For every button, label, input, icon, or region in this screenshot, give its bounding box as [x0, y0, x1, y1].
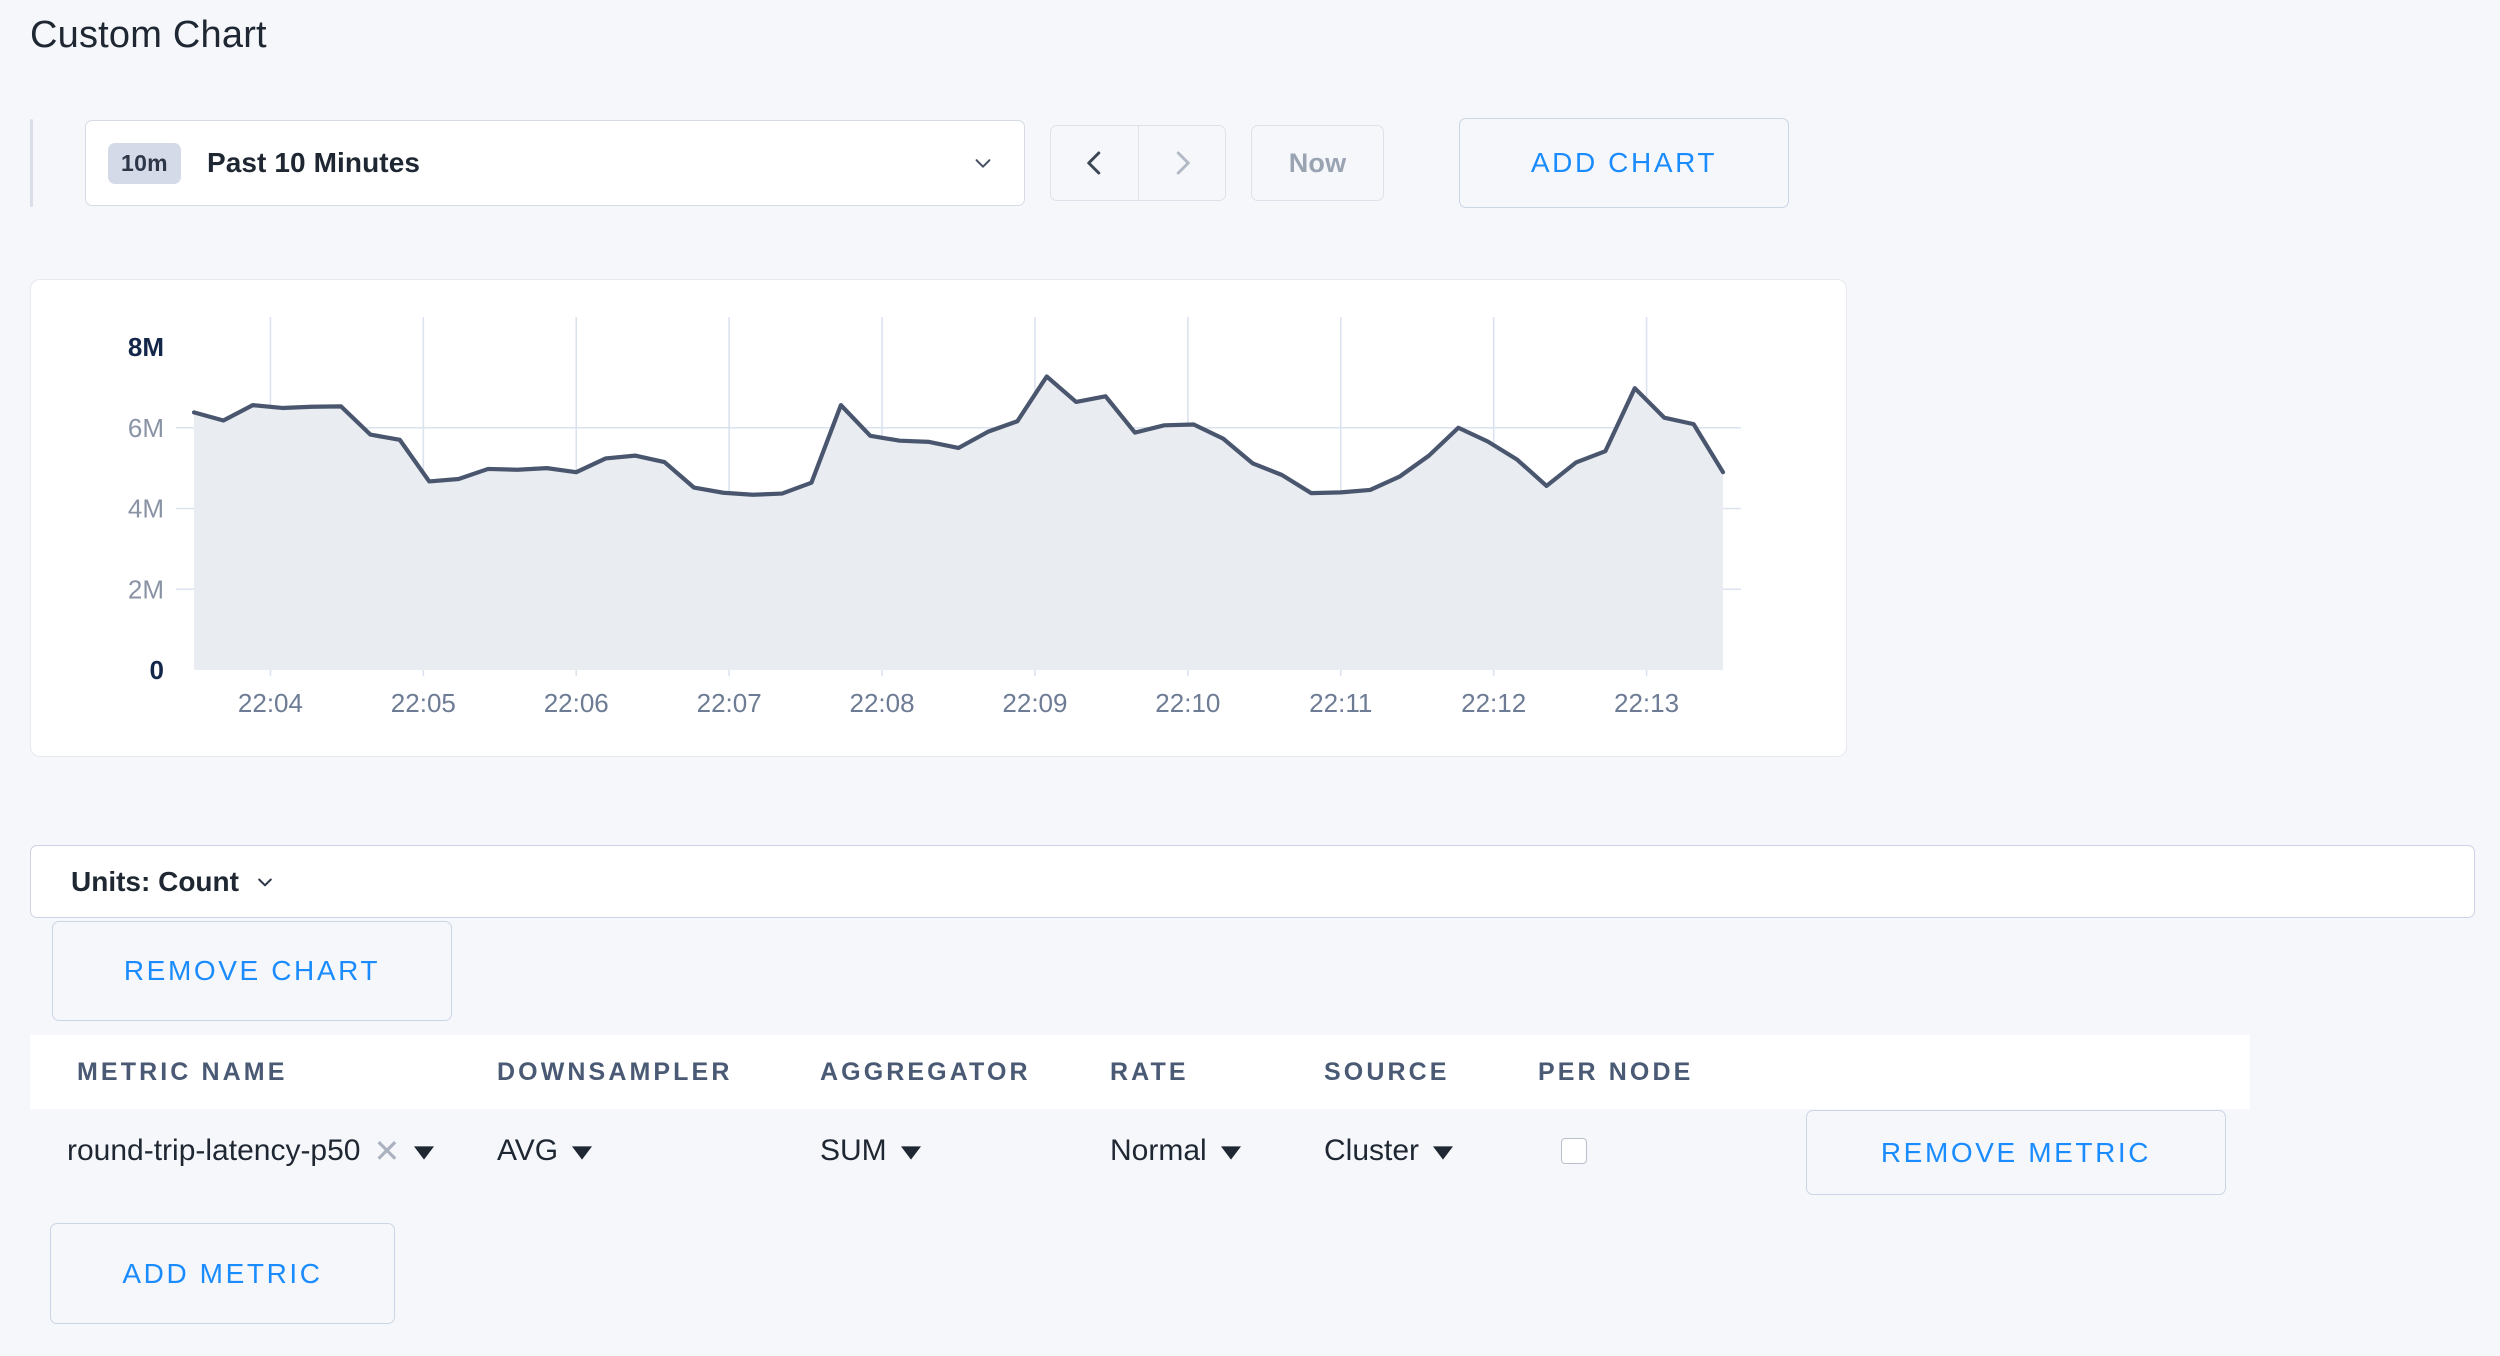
page-title: Custom Chart	[30, 14, 267, 56]
source-value: Cluster	[1324, 1134, 1420, 1167]
caret-down-icon	[1433, 1134, 1454, 1168]
units-bar: Units: Count	[30, 845, 2475, 918]
toolbar: 10m Past 10 Minutes Now ADD CHART	[30, 118, 1789, 208]
toolbar-rail	[30, 119, 33, 207]
chevron-down-icon	[972, 152, 994, 174]
x-axis-tick: 22:06	[544, 688, 609, 718]
caret-down-icon	[414, 1134, 435, 1168]
add-chart-button[interactable]: ADD CHART	[1459, 118, 1789, 208]
chevron-left-icon	[1086, 151, 1100, 175]
y-axis-tick: 6M	[128, 413, 164, 443]
units-select[interactable]: Units: Count	[71, 865, 239, 897]
chart-card: 0 2M 4M 6M 8M 22:04 22:05 22:06 22:07 22:08 22:09 2…	[30, 279, 1847, 757]
metrics-table-header: METRIC NAME DOWNSAMPLER AGGREGATOR RATE …	[30, 1035, 2250, 1109]
caret-down-icon	[572, 1134, 593, 1168]
x-axis-tick: 22:12	[1461, 688, 1526, 718]
source-select[interactable]: Cluster	[1324, 1134, 1538, 1168]
time-range-badge: 10m	[108, 142, 181, 184]
time-range-select[interactable]: 10m Past 10 Minutes	[85, 120, 1025, 206]
metric-name-value: round-trip-latency-p50	[67, 1134, 361, 1167]
y-axis-tick: 0	[150, 655, 164, 685]
column-header-per-node: PER NODE	[1538, 1057, 1694, 1086]
remove-chart-button[interactable]: REMOVE CHART	[52, 921, 452, 1021]
x-axis-tick: 22:09	[1002, 688, 1067, 718]
close-icon[interactable]: ✕	[373, 1133, 401, 1169]
x-axis-tick: 22:10	[1155, 688, 1220, 718]
y-axis-tick: 4M	[128, 494, 164, 524]
y-axis-tick: 2M	[128, 574, 164, 604]
x-axis-tick: 22:08	[850, 688, 915, 718]
metric-chart[interactable]: 0 2M 4M 6M 8M 22:04 22:05 22:06 22:07 22:08 22:09 2…	[31, 280, 1848, 758]
x-axis-tick: 22:04	[238, 688, 303, 718]
x-axis-tick: 22:13	[1614, 688, 1679, 718]
time-range-label: Past 10 Minutes	[206, 147, 421, 178]
now-button[interactable]: Now	[1251, 125, 1384, 201]
aggregator-select[interactable]: SUM	[820, 1134, 1110, 1168]
prev-period-button[interactable]	[1051, 126, 1138, 200]
time-nav-group	[1050, 125, 1226, 201]
next-period-button[interactable]	[1138, 126, 1225, 200]
column-header-downsampler: DOWNSAMPLER	[497, 1057, 733, 1086]
chevron-down-icon	[255, 872, 275, 892]
per-node-checkbox[interactable]	[1561, 1138, 1587, 1164]
caret-glyph	[414, 1146, 435, 1160]
column-header-metric-name: METRIC NAME	[77, 1057, 288, 1086]
rate-value: Normal	[1110, 1134, 1207, 1167]
caret-down-icon	[1220, 1134, 1241, 1168]
metric-name-select[interactable]: round-trip-latency-p50 ✕	[30, 1132, 497, 1170]
column-header-source: SOURCE	[1324, 1057, 1450, 1086]
caret-down-icon	[900, 1134, 921, 1168]
x-axis-tick: 22:05	[391, 688, 456, 718]
x-axis-tick: 22:11	[1309, 688, 1372, 718]
per-node-cell	[1538, 1138, 1838, 1164]
add-metric-button[interactable]: ADD METRIC	[50, 1223, 395, 1324]
y-axis-tick: 8M	[128, 332, 164, 362]
x-axis-tick: 22:07	[697, 688, 762, 718]
table-row: round-trip-latency-p50 ✕ AVG SUM Normal	[30, 1109, 2250, 1193]
aggregator-value: SUM	[820, 1134, 887, 1167]
rate-select[interactable]: Normal	[1110, 1134, 1324, 1168]
downsampler-select[interactable]: AVG	[497, 1134, 820, 1168]
column-header-rate: RATE	[1110, 1057, 1189, 1086]
column-header-aggregator: AGGREGATOR	[820, 1057, 1031, 1086]
chevron-right-icon	[1176, 151, 1190, 175]
remove-metric-button[interactable]: REMOVE METRIC	[1806, 1110, 2226, 1195]
downsampler-value: AVG	[497, 1134, 559, 1167]
